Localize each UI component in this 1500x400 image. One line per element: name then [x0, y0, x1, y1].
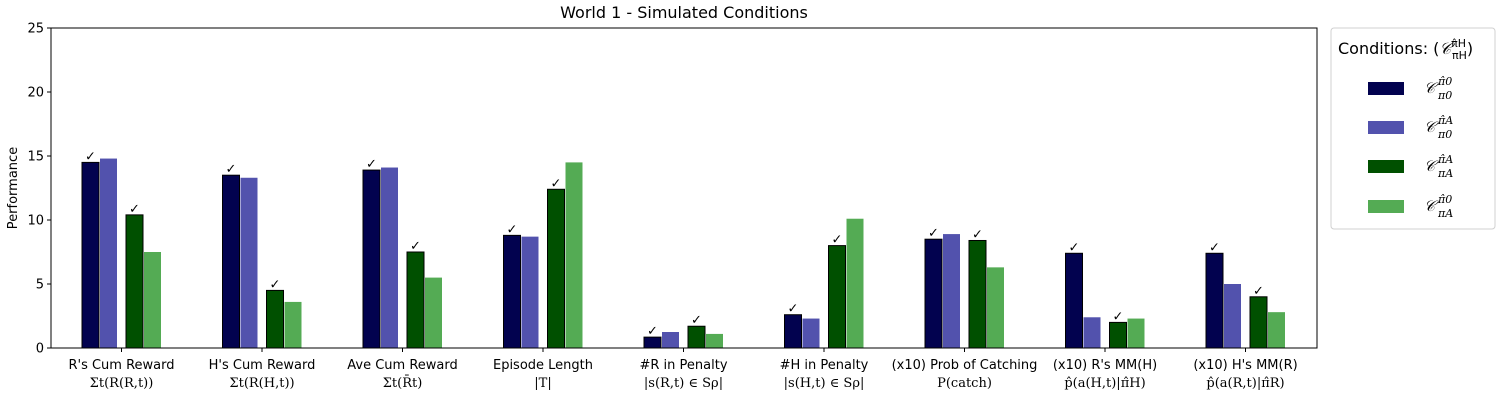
bar: [100, 158, 117, 348]
bar: [846, 218, 864, 348]
bar: [706, 333, 723, 348]
bar: [503, 234, 521, 349]
x-tick-label: Ave Cum Reward: [347, 358, 457, 373]
x-tick-formula: |T|: [534, 376, 551, 391]
significance-check: ✓: [366, 157, 377, 172]
significance-check: ✓: [1113, 309, 1124, 324]
legend-entry-sub: π0: [1437, 89, 1452, 102]
x-tick-label: Episode Length: [493, 358, 593, 373]
bar: [1127, 318, 1145, 348]
significance-check: ✓: [928, 226, 939, 241]
bar: [284, 301, 302, 348]
bar: [802, 318, 820, 348]
significance-check: ✓: [410, 239, 421, 254]
x-tick-formula: p̂(a(H,t)|π̂H): [1064, 376, 1145, 391]
x-tick-label: R's Cum Reward: [68, 358, 174, 373]
y-tick-label: 5: [36, 278, 44, 293]
x-tick-label: #R in Penalty: [639, 358, 727, 373]
x-tick-formula: p̂(a(R,t)|π̂R): [1206, 376, 1284, 391]
bar: [784, 314, 802, 349]
bar: [687, 325, 706, 349]
x-tick-label: H's Cum Reward: [209, 358, 316, 373]
y-tick-label: 10: [27, 214, 44, 229]
legend-box: [1330, 27, 1496, 230]
significance-check: ✓: [129, 202, 140, 217]
legend-swatch: [1368, 121, 1404, 134]
bar: [987, 267, 1004, 348]
x-tick-formula: Σt(R(H,t)): [229, 376, 294, 391]
significance-check: ✓: [691, 313, 702, 328]
bar: [565, 162, 583, 348]
significance-check: ✓: [85, 149, 96, 164]
bar: [222, 174, 240, 349]
y-tick-label: 25: [27, 22, 44, 37]
legend-entry-sup: π̂0: [1437, 193, 1452, 206]
bar: [1109, 321, 1127, 349]
legend-entry-sub: πA: [1437, 207, 1453, 220]
legend-title: Conditions: (𝒞π̂H πH): [1338, 37, 1473, 62]
significance-check: ✓: [551, 176, 562, 191]
legend-entry-sup: π̂A: [1437, 114, 1453, 127]
x-tick-formula: Σt(R̄t): [383, 375, 423, 391]
y-tick-label: 15: [27, 150, 44, 165]
bar: [924, 238, 943, 349]
legend-entry-sup: π̂A: [1437, 153, 1453, 166]
bar: [1065, 252, 1083, 349]
bar: [362, 169, 381, 349]
bar: [81, 161, 100, 349]
legend-entry-sup: π̂0: [1437, 75, 1452, 88]
bar: [547, 188, 565, 349]
bar: [425, 277, 442, 348]
bar: [1083, 317, 1101, 348]
bar: [1249, 296, 1268, 349]
bar: [381, 167, 398, 348]
chart-title: World 1 - Simulated Conditions: [560, 3, 808, 22]
significance-check: ✓: [1209, 240, 1220, 255]
significance-check: ✓: [972, 227, 983, 242]
y-axis-label: Performance: [6, 147, 21, 229]
x-tick-label: #H in Penalty: [780, 358, 869, 373]
bar: [968, 239, 987, 349]
y-tick-label: 0: [36, 342, 44, 357]
x-tick-formula: Σt(R(R,t)): [90, 376, 154, 391]
bar: [266, 289, 284, 349]
significance-check: ✓: [226, 162, 237, 177]
x-tick-label: (x10) R's MM(H): [1053, 358, 1157, 373]
legend-swatch: [1368, 200, 1404, 213]
legend-entry-sub: πA: [1437, 167, 1453, 180]
significance-check: ✓: [507, 222, 518, 237]
x-tick-formula: |s(H,t) ∈ Sρ|: [784, 376, 865, 391]
legend-entry-sub: π0: [1437, 128, 1452, 141]
significance-check: ✓: [788, 302, 799, 317]
bar: [521, 236, 539, 348]
legend-swatch: [1368, 82, 1404, 95]
x-tick-formula: P(catch): [937, 376, 992, 391]
significance-check: ✓: [647, 324, 658, 339]
bar: [240, 177, 258, 348]
significance-check: ✓: [832, 233, 843, 248]
x-tick-label: (x10) Prob of Catching: [892, 358, 1038, 373]
bar: [662, 332, 679, 348]
bar: [1205, 252, 1224, 349]
significance-check: ✓: [1253, 284, 1264, 299]
legend-swatch: [1368, 160, 1404, 173]
x-tick-formula: |s(R,t) ∈ Sρ|: [644, 376, 723, 391]
significance-check: ✓: [1069, 240, 1080, 255]
plot-area: 0 5 10 15 20 25 R's Cum Reward Σt(R(R,t)) ✓ ✓ H's …: [27, 22, 1297, 392]
bar: [828, 245, 846, 349]
bar: [1268, 312, 1285, 348]
axes-frame: [50, 27, 1318, 349]
bar: [406, 251, 425, 349]
bar: [125, 214, 144, 349]
significance-check: ✓: [270, 277, 281, 292]
y-tick-label: 20: [27, 86, 44, 101]
bar: [1224, 284, 1241, 348]
bar: [144, 252, 161, 348]
x-tick-label: (x10) H's MM(R): [1193, 358, 1297, 373]
bar: [943, 234, 960, 348]
